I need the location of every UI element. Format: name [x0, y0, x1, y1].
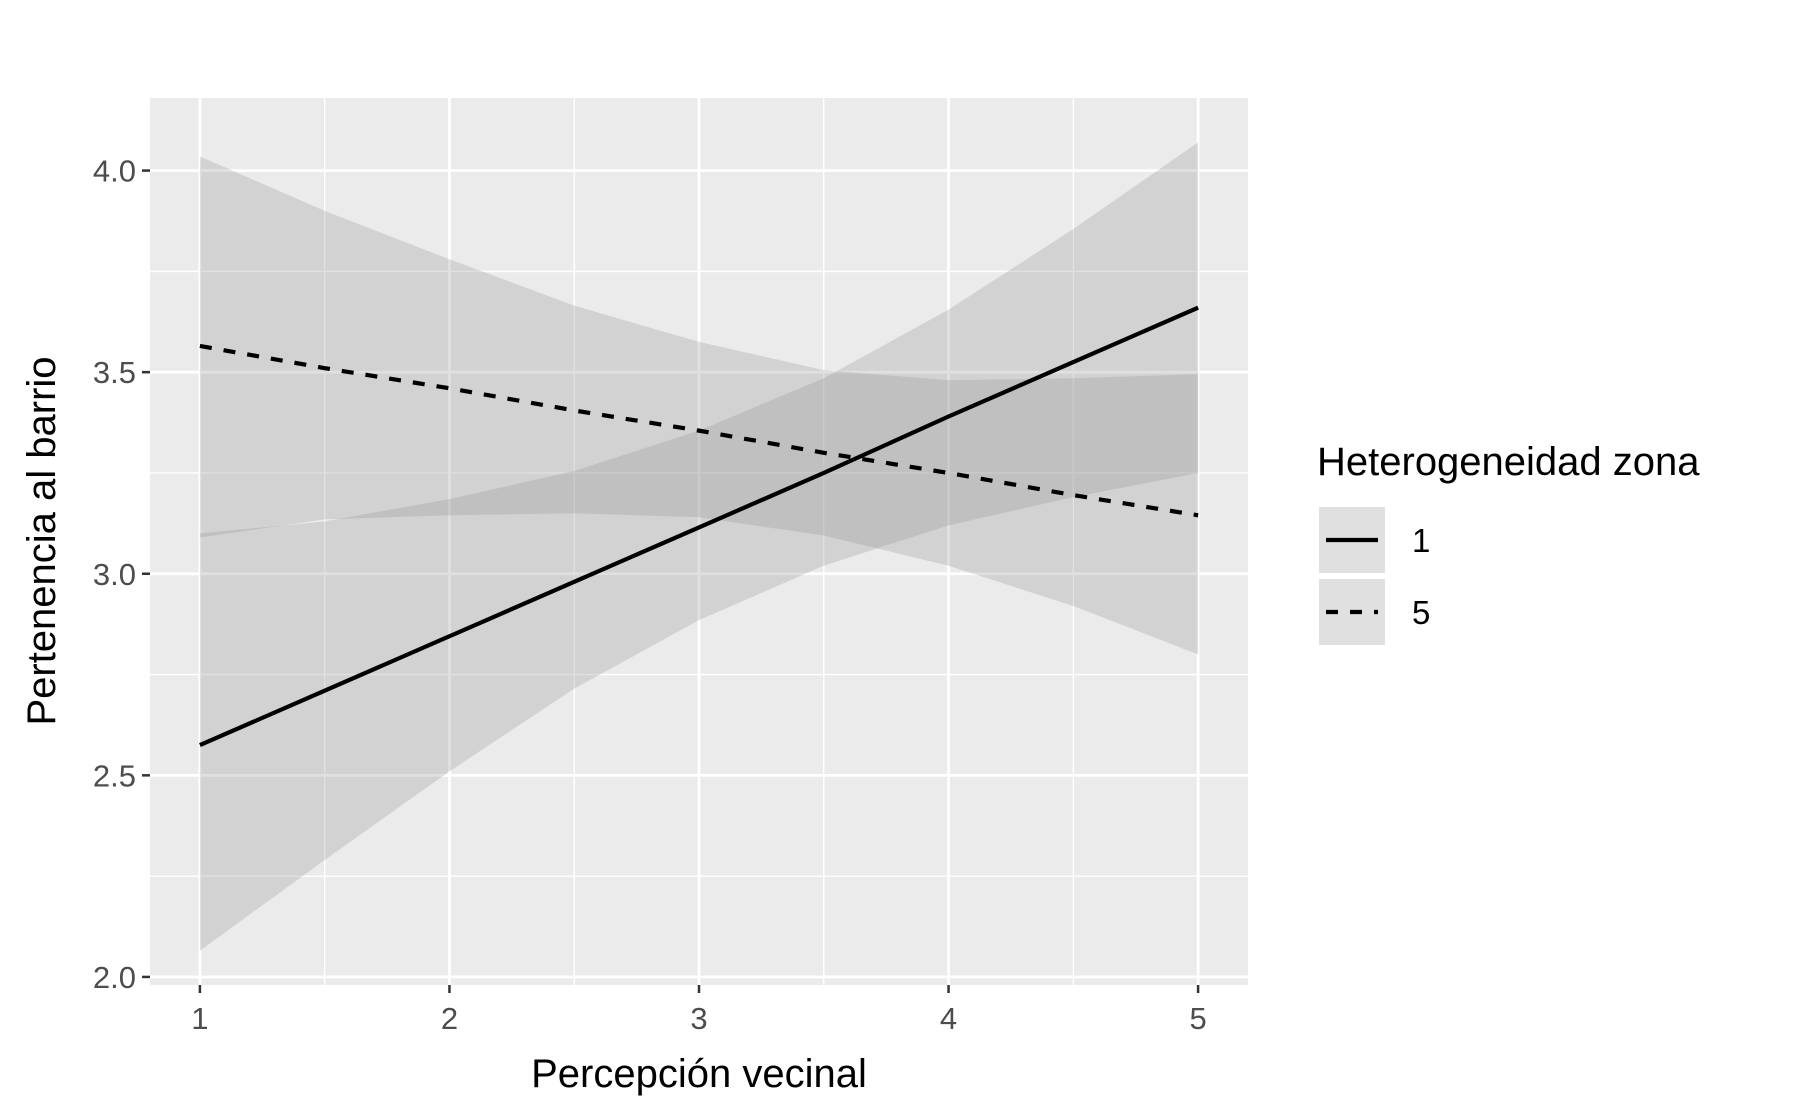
x-tick-label: 4: [940, 1001, 957, 1036]
x-tick-label: 1: [191, 1001, 208, 1036]
y-tick-label: 2.5: [93, 758, 136, 793]
x-axis: 1 2 3 4 5: [191, 985, 1207, 1036]
x-tick-label: 5: [1189, 1001, 1206, 1036]
y-tick-label: 4.0: [93, 154, 136, 189]
x-tick-label: 2: [441, 1001, 458, 1036]
x-axis-title: Percepción vecinal: [531, 1052, 867, 1096]
y-axis: 2.0 2.5 3.0 3.5 4.0: [93, 154, 150, 995]
legend-label: 1: [1412, 522, 1430, 559]
legend-item-1: 1: [1317, 505, 1430, 575]
ribbon-series-1: [199, 142, 1199, 951]
legend: Heterogeneidad zona 15: [1317, 440, 1700, 647]
legend-items: 15: [1317, 505, 1430, 647]
legend-label: 5: [1412, 594, 1430, 631]
confidence-ribbons: [199, 142, 1199, 951]
y-tick-label: 3.0: [93, 557, 136, 592]
legend-title: Heterogeneidad zona: [1317, 440, 1700, 484]
y-tick-label: 3.5: [93, 355, 136, 390]
ribbon-series-5: [199, 156, 1199, 655]
x-tick-label: 3: [690, 1001, 707, 1036]
grid-major: [150, 98, 1248, 985]
series-lines: [199, 305, 1199, 748]
y-tick-label: 2.0: [93, 960, 136, 995]
line-series-1: [199, 305, 1199, 748]
y-axis-title: Pertenencia al barrio: [20, 356, 64, 725]
legend-item-5: 5: [1317, 577, 1430, 647]
line-series-5: [199, 343, 1199, 518]
